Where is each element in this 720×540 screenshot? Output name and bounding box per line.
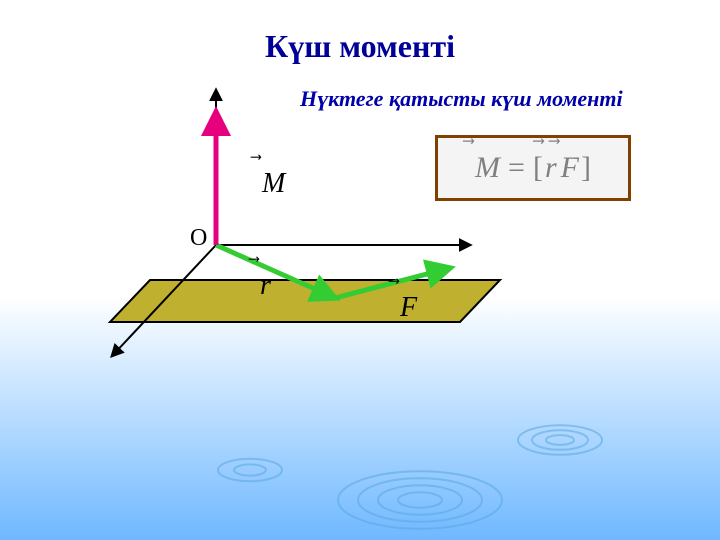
label-vector-f: ⃗ F bbox=[400, 292, 417, 324]
symbol-f: F bbox=[561, 151, 579, 184]
formula-f: ⃗ F bbox=[561, 151, 579, 185]
slide-title: Күш моменті bbox=[0, 28, 720, 65]
formula-box: ⃗ M = [ ⃗ r ⃗ F ] bbox=[435, 135, 631, 201]
left-bracket: [ bbox=[533, 151, 543, 185]
symbol-r: r bbox=[545, 151, 557, 184]
origin-label: O bbox=[190, 225, 207, 252]
formula-r: ⃗ r bbox=[545, 151, 557, 185]
symbol-f: F bbox=[400, 292, 417, 323]
label-vector-m: ⃗ M bbox=[262, 168, 285, 200]
slide-stage: Күш моменті Нүктеге қатысты күш моменті … bbox=[0, 0, 720, 540]
symbol-m: M bbox=[262, 168, 285, 199]
equals-sign: = bbox=[508, 151, 525, 185]
symbol-m: M bbox=[475, 151, 500, 184]
symbol-r: r bbox=[260, 270, 271, 301]
diagram-svg bbox=[0, 0, 720, 540]
formula-m: ⃗ M bbox=[475, 151, 500, 185]
label-vector-r: ⃗ r bbox=[260, 270, 271, 302]
slide-subtitle: Нүктеге қатысты күш моменті bbox=[300, 86, 623, 112]
right-bracket: ] bbox=[581, 151, 591, 185]
